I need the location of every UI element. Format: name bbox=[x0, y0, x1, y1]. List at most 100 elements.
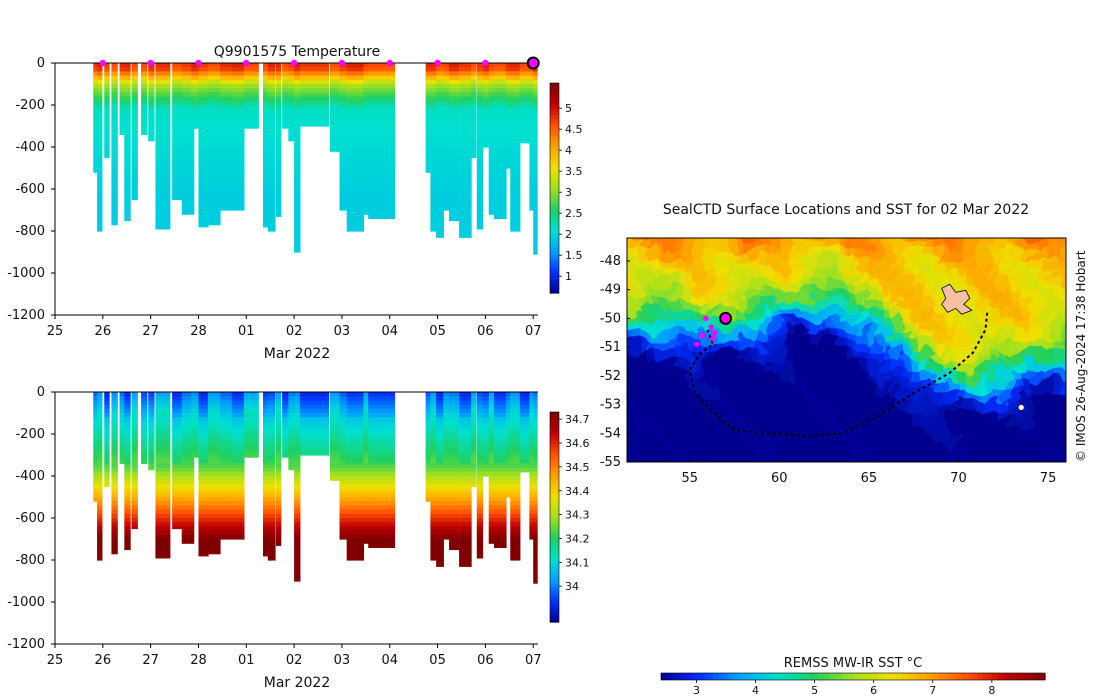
profile-cell bbox=[488, 539, 495, 544]
colorbar-segment bbox=[881, 673, 888, 680]
profile-cell bbox=[346, 484, 365, 490]
profile-cell bbox=[267, 505, 276, 511]
profile-column bbox=[346, 63, 365, 232]
profile-cell bbox=[368, 522, 396, 527]
profile-cell bbox=[191, 100, 204, 106]
profile-cell bbox=[155, 218, 171, 224]
profile-cell bbox=[267, 509, 276, 515]
profile-cell bbox=[111, 113, 118, 119]
profile-cell bbox=[119, 417, 126, 422]
profile-cell bbox=[299, 84, 330, 89]
sst-cell bbox=[781, 329, 794, 341]
sst-cell bbox=[627, 350, 630, 362]
profile-cell bbox=[124, 492, 131, 498]
profile-cell bbox=[363, 396, 369, 401]
sst-cell bbox=[857, 289, 870, 301]
profile-cell bbox=[529, 176, 535, 182]
profile-cell bbox=[288, 429, 295, 435]
colorbar-segment bbox=[550, 594, 559, 599]
profile-cell bbox=[505, 96, 512, 102]
profile-cell bbox=[131, 151, 138, 156]
profile-cell bbox=[529, 193, 535, 198]
profile-cell bbox=[505, 67, 512, 72]
profile-cell bbox=[282, 455, 290, 458]
profile-cell bbox=[275, 88, 282, 93]
profile-cell bbox=[533, 463, 538, 469]
profile-cell bbox=[172, 88, 185, 93]
profile-cell bbox=[449, 130, 460, 135]
profile-cell bbox=[425, 134, 431, 140]
sst-cell bbox=[1020, 421, 1033, 433]
map-land bbox=[941, 283, 1025, 411]
profile-cell bbox=[124, 126, 131, 131]
profile-cell bbox=[231, 488, 245, 494]
profile-cell bbox=[346, 400, 365, 406]
profile-cell bbox=[529, 400, 535, 406]
sst-cell bbox=[781, 360, 794, 372]
profile-cell bbox=[294, 459, 301, 464]
profile-cell bbox=[368, 442, 396, 448]
profile-cell bbox=[119, 429, 126, 435]
profile-cell bbox=[505, 109, 512, 114]
profile-cell bbox=[346, 467, 365, 473]
sst-cell bbox=[672, 370, 685, 382]
profile-cell bbox=[425, 476, 431, 481]
profile-cell bbox=[231, 463, 245, 469]
colorbar-segment bbox=[550, 566, 559, 571]
profile-cell bbox=[198, 130, 209, 135]
sst-cell bbox=[966, 278, 979, 291]
sst-cell bbox=[988, 268, 1000, 280]
profile-cell bbox=[476, 463, 484, 469]
profile-cell bbox=[208, 205, 221, 211]
profile-cell bbox=[267, 189, 276, 194]
profile-cell bbox=[449, 88, 460, 93]
profile-cell bbox=[459, 471, 472, 477]
sst-cell bbox=[781, 431, 794, 443]
sst-cell bbox=[803, 451, 815, 462]
profile-cell bbox=[208, 471, 221, 477]
profile-cell bbox=[299, 413, 330, 418]
sst-cell bbox=[627, 329, 630, 341]
profile-cell bbox=[529, 100, 535, 106]
sst-cell bbox=[759, 400, 772, 412]
profile-cell bbox=[93, 450, 98, 456]
profile-cell bbox=[346, 126, 365, 131]
sst-cell bbox=[650, 431, 663, 443]
profile-cell bbox=[363, 63, 369, 68]
sst-cell bbox=[998, 329, 1011, 341]
profile-cell bbox=[231, 417, 245, 422]
profile-cell bbox=[346, 88, 365, 93]
sst-cell bbox=[683, 350, 696, 362]
profile-cell bbox=[294, 530, 301, 536]
profile-cell bbox=[329, 67, 343, 72]
profile-cell bbox=[97, 471, 103, 477]
sst-cell bbox=[824, 370, 837, 382]
profile-column bbox=[198, 392, 209, 557]
profile-cell bbox=[339, 392, 348, 397]
profile-cell bbox=[510, 134, 521, 140]
colorbar-segment bbox=[694, 673, 700, 680]
profile-cell bbox=[494, 539, 507, 544]
profile-cell bbox=[275, 522, 282, 527]
sst-cell bbox=[607, 218, 619, 229]
profile-cell bbox=[368, 126, 396, 131]
sst-cell bbox=[824, 350, 837, 362]
profile-cell bbox=[148, 126, 155, 131]
profile-cell bbox=[172, 67, 185, 72]
profile-cell bbox=[275, 100, 282, 106]
profile-cell bbox=[275, 480, 282, 485]
colorbar-segment bbox=[968, 673, 974, 680]
sst-cell bbox=[749, 472, 761, 483]
sst-cell bbox=[1009, 400, 1022, 412]
profile-cell bbox=[172, 180, 185, 186]
profile-cell bbox=[476, 88, 484, 93]
sst-cell bbox=[738, 218, 750, 229]
sst-cell bbox=[1042, 289, 1055, 301]
profile-cell bbox=[476, 413, 484, 418]
sst-cell bbox=[1031, 309, 1044, 321]
x-tick-label: 28 bbox=[190, 653, 207, 668]
sst-cell bbox=[792, 370, 804, 382]
profile-cell bbox=[533, 197, 538, 203]
sst-cell bbox=[911, 339, 924, 351]
profile-cell bbox=[505, 417, 512, 422]
